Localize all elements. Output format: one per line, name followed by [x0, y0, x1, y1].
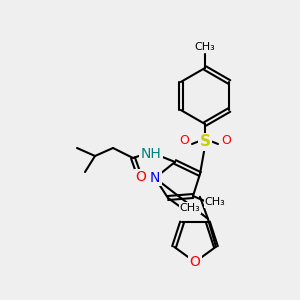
Text: O: O: [179, 134, 189, 146]
Text: N: N: [150, 171, 160, 185]
Text: S: S: [200, 134, 211, 149]
Text: CH₃: CH₃: [180, 203, 200, 213]
Text: NH: NH: [141, 147, 161, 161]
Text: CH₃: CH₃: [195, 42, 215, 52]
Text: O: O: [136, 170, 146, 184]
Text: CH₃: CH₃: [205, 197, 225, 207]
Text: O: O: [221, 134, 231, 146]
Text: O: O: [190, 255, 200, 269]
